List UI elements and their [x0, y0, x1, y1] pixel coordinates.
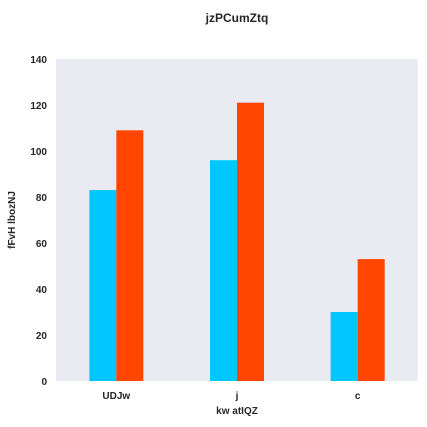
- y-tick-label: 80: [36, 193, 48, 204]
- y-tick-label: 0: [41, 377, 47, 388]
- bar-c-series-1: [330, 312, 358, 381]
- x-tick-label: j: [235, 391, 239, 402]
- bar-j-series-1: [210, 160, 237, 381]
- y-tick-label: 100: [30, 147, 47, 158]
- x-tick-label: c: [355, 391, 361, 402]
- bar-c-series-2: [357, 259, 385, 381]
- chart-title: jzPCumZtq: [205, 11, 269, 25]
- y-tick-label: 140: [30, 55, 47, 66]
- y-tick-label: 60: [36, 239, 48, 250]
- y-tick-label: 40: [36, 285, 48, 296]
- x-tick-label: UDJw: [102, 391, 130, 402]
- x-axis-label: kw atIQZ: [216, 406, 258, 417]
- y-tick-label: 20: [36, 331, 48, 342]
- y-axis-label: fFvH lbozNJ: [7, 191, 18, 249]
- bar-UDJw-series-2: [116, 130, 144, 381]
- y-tick-label: 120: [30, 101, 47, 112]
- bar-UDJw-series-1: [89, 190, 117, 381]
- bar-j-series-2: [237, 102, 264, 381]
